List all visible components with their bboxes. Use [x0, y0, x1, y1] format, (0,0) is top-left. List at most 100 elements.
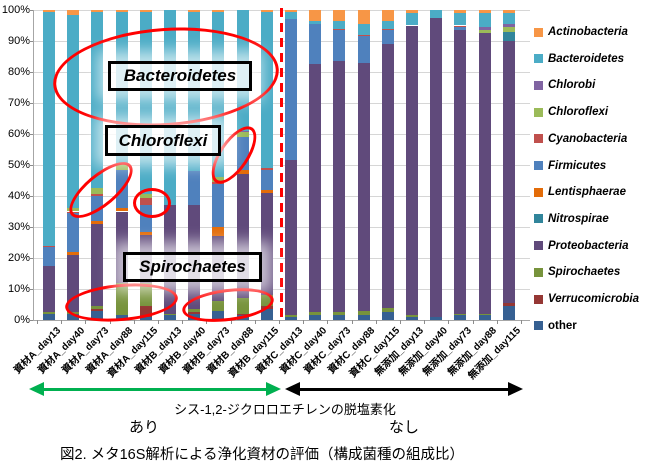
bacteroidetes-callout: Bacteroidetes: [108, 61, 252, 91]
bar-segment-Actinobacteria-資材B_day115: [260, 10, 273, 12]
legend-swatch-Proteobacteria: [534, 241, 543, 251]
legend-label-Bacteroidetes: Bacteroidetes: [548, 52, 625, 65]
bar-segment-other-無添加_day40: [430, 316, 443, 320]
y-axis-label-80%: 80%: [7, 65, 30, 78]
bar-segment-Cyanobacteria-資材A_day13: [43, 245, 55, 248]
legend-label-other: other: [548, 319, 577, 332]
bar-segment-Actinobacteria-資材C_day88: [357, 10, 370, 24]
bar-segment-Verrucomicrobia-資材B_day88: [236, 313, 249, 316]
bar-segment-other-資材C_day13: [285, 316, 297, 320]
y-axis-tick: [29, 196, 33, 197]
chloroflexi-callout-text: Chloroflexi: [118, 130, 208, 150]
bar-segment-Nitrospirae-無添加_day115: [502, 31, 515, 41]
bar-segment-Spirochaetes-資材C_day40: [309, 312, 322, 316]
bar-segment-Spirochaetes-資材A_day115: [139, 282, 152, 307]
legend-label-Chlorobi: Chlorobi: [548, 79, 596, 92]
without-arrow-right-head: [508, 382, 523, 396]
divider-dashed-line: [280, 8, 283, 323]
bar-segment-Spirochaetes-無添加_day13: [406, 315, 418, 317]
bar-segment-Firmicutes-資材C_day73: [333, 30, 346, 62]
with-arrow-right-head: [266, 382, 281, 396]
bar-segment-Verrucomicrobia-無添加_day115: [502, 302, 515, 307]
bar-segment-Actinobacteria-無添加_day73: [454, 10, 467, 14]
bar-segment-Bacteroidetes-資材A_day13: [43, 11, 55, 246]
y-axis-tick: [29, 41, 33, 42]
bar-segment-Chlorobi-資材B_day88: [236, 130, 249, 133]
legend-item-Spirochaetes: Spirochaetes: [534, 265, 620, 279]
bar-segment-Verrucomicrobia-資材A_day115: [139, 306, 152, 317]
y-axis-label-50%: 50%: [7, 158, 30, 171]
x-axis-tick: [327, 320, 329, 324]
bacteroidetes-callout-text: Bacteroidetes: [123, 66, 237, 85]
bar-segment-other-資材A_day40: [67, 313, 80, 320]
bar-segment-Firmicutes-無添加_day73: [454, 27, 467, 31]
y-axis-tick: [29, 10, 33, 11]
x-axis-tick: [157, 320, 159, 324]
bar-segment-Lentisphaerae-資材A_day115: [139, 231, 152, 235]
bar-segment-Firmicutes-資材A_day13: [43, 247, 55, 266]
bar-segment-Chlorobi-無添加_day115: [502, 23, 515, 28]
x-axis-tick: [472, 320, 474, 324]
y-axis-label-20%: 20%: [7, 251, 30, 264]
y-axis-label-100%: 100%: [1, 3, 30, 16]
x-axis-tick: [133, 320, 135, 324]
bar-segment-other-無添加_day115: [502, 306, 515, 320]
y-axis-tick: [29, 103, 33, 104]
bar-segment-Spirochaetes-資材A_day88: [115, 282, 128, 316]
bar-segment-Bacteroidetes-無添加_day115: [502, 13, 515, 24]
y-axis-label-70%: 70%: [7, 96, 30, 109]
legend-label-Cyanobacteria: Cyanobacteria: [548, 132, 628, 145]
legend-item-Verrucomicrobia: Verrucomicrobia: [534, 292, 639, 306]
legend-label-Firmicutes: Firmicutes: [548, 159, 607, 172]
without-arrow-left-head: [285, 382, 300, 396]
bar-segment-Spirochaetes-資材B_day88: [236, 298, 249, 314]
x-axis-tick: [230, 320, 232, 324]
bar-segment-Spirochaetes-資材A_day13: [43, 312, 55, 314]
bar-segment-other-資材B_day73: [212, 310, 225, 320]
bar-segment-other-資材C_day88: [357, 315, 370, 320]
legend-item-Proteobacteria: Proteobacteria: [534, 239, 629, 253]
bar-segment-Firmicutes-資材B_day73: [212, 183, 225, 227]
bar-segment-Chloroflexi-無添加_day115: [502, 27, 515, 32]
bar-segment-Proteobacteria-資材B_day115: [260, 192, 273, 296]
bar-segment-Cyanobacteria-資材B_day115: [260, 168, 273, 170]
x-axis-tick: [206, 320, 208, 324]
legend-swatch-Bacteroidetes: [534, 54, 543, 64]
bar-segment-Cyanobacteria-資材B_day73: [212, 182, 225, 184]
bar-segment-Bacteroidetes-資材C_day40: [309, 20, 322, 24]
bar-segment-Verrucomicrobia-資材B_day115: [260, 306, 273, 310]
x-axis-tick: [496, 320, 498, 324]
y-axis-tick: [29, 320, 33, 321]
legend-label-Chloroflexi: Chloroflexi: [548, 106, 609, 119]
legend-swatch-other: [534, 321, 543, 331]
legend-item-Chloroflexi: Chloroflexi: [534, 105, 608, 119]
bar-segment-Firmicutes-資材A_day88: [115, 169, 128, 209]
bar-segment-other-無添加_day13: [406, 316, 418, 320]
x-axis-tick: [303, 320, 305, 324]
y-axis-tick: [29, 289, 33, 290]
x-axis-tick: [399, 320, 401, 324]
figure-caption: 図2. メタ16S解析による浄化資材の評価（構成菌種の組成比）: [60, 447, 464, 463]
legend-item-Chlorobi: Chlorobi: [534, 78, 595, 92]
bar-segment-other-資材B_day40: [188, 313, 201, 320]
y-axis-tick: [29, 134, 33, 135]
y-axis-label-0%: 0%: [14, 313, 30, 326]
bar-segment-Firmicutes-資材C_day115: [381, 30, 394, 45]
legend-swatch-Chlorobi: [534, 80, 543, 90]
legend-item-Cyanobacteria: Cyanobacteria: [534, 132, 627, 146]
with-arrow-left-head: [29, 382, 44, 396]
bar-segment-Proteobacteria-無添加_day115: [502, 41, 515, 303]
bar-segment-Proteobacteria-資材C_day40: [309, 64, 322, 313]
legend-swatch-Lentisphaerae: [534, 187, 543, 197]
bar-segment-Spirochaetes-資材B_day73: [212, 301, 225, 311]
x-axis-tick: [520, 320, 522, 324]
bar-segment-Proteobacteria-資材C_day73: [333, 61, 346, 313]
legend-item-other: other: [534, 319, 577, 333]
bar-segment-Lentisphaerae-資材A_day88: [115, 208, 128, 212]
bar-segment-Actinobacteria-資材C_day73: [333, 10, 346, 21]
bar-segment-Verrucomicrobia-資材B_day40: [188, 312, 201, 314]
legend-label-Lentisphaerae: Lentisphaerae: [548, 186, 626, 199]
bar-segment-Actinobacteria-資材C_day115: [381, 10, 394, 21]
bar-segment-Chloroflexi-資材A_day88: [115, 163, 128, 170]
